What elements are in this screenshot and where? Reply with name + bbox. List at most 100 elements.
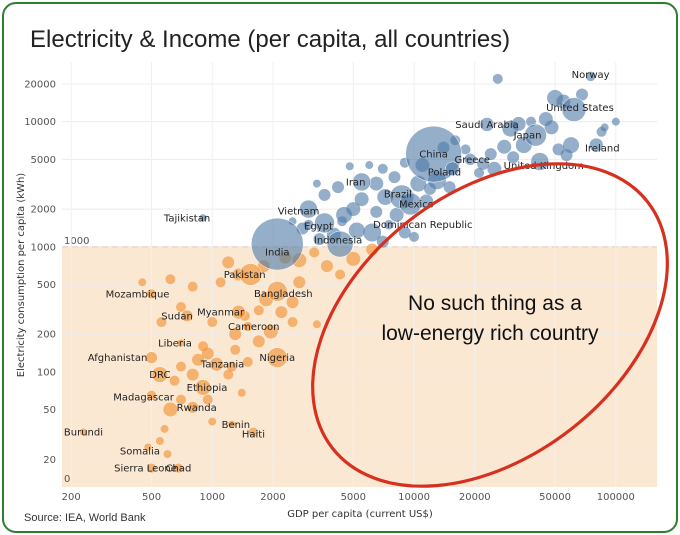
data-point: [267, 281, 288, 302]
data-point: [600, 123, 609, 132]
y-tick-label: 100: [37, 367, 56, 378]
data-point: [215, 277, 226, 288]
data-point: [198, 213, 208, 223]
data-point: [230, 344, 241, 355]
data-point: [263, 324, 278, 339]
y-tick-label: 1000: [31, 242, 56, 253]
data-point: [377, 163, 388, 174]
point-label: Burundi: [64, 428, 103, 439]
data-point: [248, 426, 259, 438]
point-label: Cameroon: [228, 322, 279, 333]
point-label: Nigeria: [259, 353, 295, 364]
point-label: Saudi Arabia: [455, 120, 518, 131]
data-point: [383, 219, 395, 230]
data-point: [589, 137, 604, 153]
point-label: Sudan: [161, 311, 193, 322]
data-point: [79, 427, 88, 437]
data-point: [146, 462, 157, 474]
data-point: [560, 149, 573, 162]
data-point: [201, 347, 214, 360]
data-point: [345, 162, 354, 171]
data-point: [576, 88, 589, 101]
point-label: United Kingdom: [504, 161, 584, 172]
y-axis-ticks: 20 50 100 200 500 1000 2000 5000 10000 20000: [24, 80, 56, 466]
point-label: Mozambique: [106, 289, 170, 300]
point-label: Rwanda: [177, 403, 217, 414]
point-label: Afghanistan: [88, 353, 148, 364]
point-label: Ireland: [585, 144, 620, 155]
point-label: Madagascar: [113, 393, 175, 404]
data-point: [611, 117, 620, 126]
point-label: Indonesia: [314, 236, 362, 247]
data-point: [460, 144, 471, 155]
data-point: [363, 223, 382, 242]
point-label: Ethiopia: [187, 383, 228, 394]
data-point: [320, 260, 333, 273]
data-point: [335, 269, 346, 280]
y-tick-label: 20000: [24, 80, 56, 91]
data-point: [464, 153, 477, 166]
y-tick-label: 5000: [31, 155, 56, 166]
data-point: [286, 296, 299, 309]
data-point: [477, 157, 490, 170]
x-axis-ticks: 200 500 1000 2000 5000 10000 20000 50000 100000: [62, 492, 635, 503]
data-point: [409, 231, 420, 242]
data-point: [507, 151, 520, 164]
data-point: [155, 436, 164, 445]
data-point: [388, 171, 401, 184]
annotation-line-1: No such thing as a: [408, 292, 582, 315]
point-label: Somalia: [120, 447, 160, 458]
data-point: [370, 205, 383, 218]
data-point: [585, 71, 596, 82]
data-point: [165, 274, 176, 285]
data-point: [309, 247, 320, 258]
data-point: [337, 216, 348, 227]
point-label: Greece: [454, 155, 490, 166]
data-point: [209, 356, 224, 372]
threshold-label: 1000: [64, 236, 89, 247]
y-tick-label: 10000: [24, 117, 56, 128]
data-point: [160, 424, 169, 433]
data-point: [187, 281, 198, 292]
data-point: [169, 375, 180, 386]
data-point: [502, 120, 519, 137]
annotation-line-2: low-energy rich country: [381, 322, 599, 345]
point-label: Vietnam: [278, 207, 320, 218]
data-point: [544, 120, 559, 135]
data-point: [176, 361, 187, 372]
data-point: [242, 321, 254, 332]
data-point: [208, 417, 217, 426]
point-label: China: [419, 150, 448, 161]
point-label: Tajikistan: [163, 213, 210, 224]
data-point: [237, 388, 246, 397]
point-label: Myanmar: [197, 308, 245, 319]
data-point: [497, 139, 512, 154]
data-point: [143, 442, 153, 452]
data-point: [354, 192, 369, 207]
y-tick-label: 500: [37, 280, 56, 291]
data-point: [176, 338, 186, 348]
y-tick-label: 20: [43, 455, 56, 466]
data-point: [275, 306, 288, 319]
point-label: Brazil: [384, 189, 412, 200]
data-point: [312, 320, 321, 329]
x-tick-label: 1000: [200, 492, 225, 503]
x-tick-label: 10000: [398, 492, 430, 503]
data-point: [348, 222, 365, 239]
data-point: [226, 361, 237, 372]
point-label: Dominican Republic: [373, 220, 472, 231]
point-label: Liberia: [158, 339, 192, 350]
source-note: Source: IEA, World Bank: [24, 512, 146, 524]
data-point: [145, 351, 158, 364]
chart-title: Electricity & Income (per capita, all co…: [30, 26, 511, 53]
data-point: [192, 353, 205, 366]
data-point: [252, 335, 265, 348]
x-tick-label: 500: [142, 492, 161, 503]
data-point: [251, 217, 304, 271]
data-point: [563, 137, 580, 154]
data-point: [299, 199, 318, 219]
data-point: [318, 188, 331, 201]
data-point: [163, 450, 172, 459]
data-point: [186, 401, 199, 414]
data-point: [474, 167, 485, 178]
